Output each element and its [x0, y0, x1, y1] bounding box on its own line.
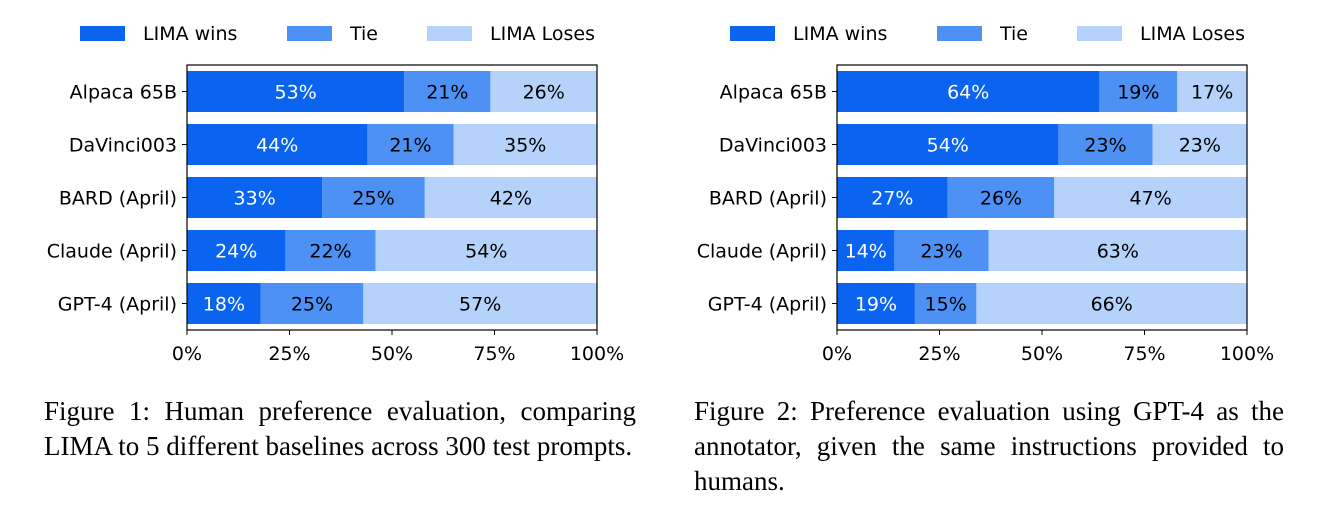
y-tick-label: DaVinci003 — [69, 135, 177, 157]
data-label: 25% — [352, 188, 394, 210]
data-label: 27% — [871, 188, 913, 210]
data-label: 19% — [1117, 82, 1159, 104]
data-label: 23% — [1084, 135, 1126, 157]
bar-claude-april-tie — [894, 230, 989, 271]
data-label: 44% — [256, 135, 298, 157]
legend-swatch-lima-loses — [427, 26, 472, 41]
y-tick-label: Alpaca 65B — [70, 82, 177, 104]
figure-2: LIMA wins Tie LIMA Loses 64% 19% 17% Alpaca 65… — [650, 0, 1310, 505]
x-tick-label: 0% — [822, 343, 852, 365]
data-label: 15% — [925, 294, 967, 316]
data-label: 23% — [1179, 135, 1221, 157]
y-tick-label: GPT-4 (April) — [58, 294, 177, 316]
bar-bard-april-tie — [322, 177, 425, 218]
y-tick-label: GPT-4 (April) — [708, 294, 827, 316]
legend-swatch-tie — [937, 26, 982, 41]
bar-bard-april-lima-loses — [424, 177, 597, 218]
data-label: 26% — [980, 188, 1022, 210]
data-label: 53% — [275, 82, 317, 104]
x-tick-label: 100% — [1220, 343, 1274, 365]
bar-gpt-4-april-lima-wins — [837, 283, 915, 324]
bar-claude-april-lima-loses — [988, 230, 1247, 271]
legend-swatch-lima-wins — [80, 26, 125, 41]
data-label: 24% — [215, 241, 257, 263]
data-label: 47% — [1130, 188, 1172, 210]
bar-gpt-4-april-tie — [914, 283, 977, 324]
data-label: 18% — [203, 294, 245, 316]
bar-alpaca-65b-tie — [404, 71, 491, 112]
data-label: 14% — [845, 241, 887, 263]
bar-davinci003-tie — [367, 124, 454, 165]
legend-label-tie: Tie — [349, 23, 378, 45]
legend-swatch-tie — [287, 26, 332, 41]
bar-davinci003-lima-wins — [187, 124, 368, 165]
x-tick-label: 100% — [570, 343, 624, 365]
bar-davinci003-lima-loses — [453, 124, 597, 165]
x-tick-label: 75% — [1123, 343, 1165, 365]
bar-gpt-4-april-tie — [260, 283, 364, 324]
data-label: 64% — [947, 82, 989, 104]
data-label: 35% — [504, 135, 546, 157]
bar-alpaca-65b-lima-loses — [490, 71, 597, 112]
data-label: 19% — [855, 294, 897, 316]
data-label: 21% — [389, 135, 431, 157]
y-tick-label: BARD (April) — [59, 188, 177, 210]
y-tick-label: Claude (April) — [47, 241, 177, 263]
data-label: 25% — [291, 294, 333, 316]
data-label: 26% — [523, 82, 565, 104]
x-tick-label: 25% — [918, 343, 960, 365]
bar-bard-april-tie — [947, 177, 1055, 218]
data-label: 66% — [1091, 294, 1133, 316]
data-label: 17% — [1191, 82, 1233, 104]
legend-label-lima-wins: LIMA wins — [793, 23, 887, 45]
bar-alpaca-65b-lima-loses — [1177, 71, 1247, 112]
data-label: 42% — [490, 188, 532, 210]
data-label: 33% — [234, 188, 276, 210]
bar-gpt-4-april-lima-wins — [187, 283, 261, 324]
legend-label-lima-loses: LIMA Loses — [1140, 23, 1245, 45]
legend-label-lima-loses: LIMA Loses — [490, 23, 595, 45]
y-tick-label: BARD (April) — [709, 188, 827, 210]
data-label: 63% — [1097, 241, 1139, 263]
data-label: 23% — [920, 241, 962, 263]
bar-gpt-4-april-lima-loses — [976, 283, 1247, 324]
bar-claude-april-lima-loses — [375, 230, 597, 271]
bar-bard-april-lima-wins — [837, 177, 948, 218]
x-tick-label: 50% — [1021, 343, 1063, 365]
bar-davinci003-lima-wins — [837, 124, 1059, 165]
x-tick-label: 25% — [268, 343, 310, 365]
chart-2: LIMA wins Tie LIMA Loses 64% 19% 17% Alpaca 65… — [697, 23, 1274, 365]
bar-davinci003-tie — [1058, 124, 1153, 165]
bar-alpaca-65b-tie — [1099, 71, 1178, 112]
chart-1: LIMA wins Tie LIMA Loses 53% 21% 26% Alpaca 65… — [47, 23, 624, 365]
bar-claude-april-tie — [285, 230, 376, 271]
x-tick-label: 0% — [172, 343, 202, 365]
data-label: 54% — [465, 241, 507, 263]
bar-bard-april-lima-loses — [1054, 177, 1247, 218]
figure-1-caption: Figure 1: Human preference evaluation, c… — [44, 396, 636, 461]
figure-1: LIMA wins Tie LIMA Loses 53% 21% 26% Alpaca 65… — [0, 0, 660, 505]
bar-davinci003-lima-loses — [1152, 124, 1247, 165]
bar-claude-april-lima-wins — [837, 230, 895, 271]
bar-claude-april-lima-wins — [187, 230, 286, 271]
data-label: 54% — [927, 135, 969, 157]
x-tick-label: 50% — [371, 343, 413, 365]
data-label: 57% — [459, 294, 501, 316]
bar-bard-april-lima-wins — [187, 177, 323, 218]
x-tick-label: 75% — [473, 343, 515, 365]
data-label: 21% — [426, 82, 468, 104]
y-tick-label: Alpaca 65B — [720, 82, 827, 104]
bar-gpt-4-april-lima-loses — [363, 283, 597, 324]
legend-swatch-lima-loses — [1077, 26, 1122, 41]
legend-label-lima-wins: LIMA wins — [143, 23, 237, 45]
figure-2-caption: Figure 2: Preference evaluation using GP… — [694, 396, 1284, 496]
legend-label-tie: Tie — [999, 23, 1028, 45]
bar-alpaca-65b-lima-wins — [187, 71, 405, 112]
legend-swatch-lima-wins — [730, 26, 775, 41]
y-tick-label: DaVinci003 — [719, 135, 827, 157]
y-tick-label: Claude (April) — [697, 241, 827, 263]
bar-alpaca-65b-lima-wins — [837, 71, 1100, 112]
data-label: 22% — [309, 241, 351, 263]
